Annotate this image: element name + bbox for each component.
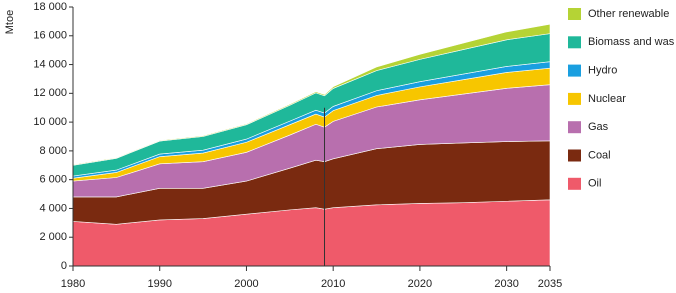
legend-label: Oil bbox=[588, 178, 601, 190]
x-tick-label: 2010 bbox=[321, 278, 345, 290]
legend-swatch bbox=[568, 36, 581, 49]
x-tick-label: 2030 bbox=[494, 278, 518, 290]
y-tick-label: 18 000 bbox=[33, 1, 67, 13]
x-tick-label: 2020 bbox=[408, 278, 432, 290]
y-tick-label: 4 000 bbox=[39, 202, 67, 214]
legend-label: Nuclear bbox=[588, 93, 626, 105]
x-tick-label: 1990 bbox=[147, 278, 171, 290]
legend-swatch bbox=[568, 92, 581, 105]
y-tick-label: 8 000 bbox=[39, 145, 67, 157]
legend-label: Coal bbox=[588, 149, 611, 161]
legend-swatch bbox=[568, 149, 581, 162]
area bbox=[72, 23, 551, 166]
legend-label: Gas bbox=[588, 121, 609, 133]
y-tick-label: 2 000 bbox=[39, 231, 67, 243]
y-tick-label: 10 000 bbox=[33, 116, 67, 128]
y-tick-label: 16 000 bbox=[33, 30, 67, 42]
legend-swatch bbox=[568, 121, 581, 134]
legend-label: Other renewable bbox=[588, 8, 669, 20]
y-tick-label: 12 000 bbox=[33, 87, 67, 99]
y-axis-label: Mtoe bbox=[4, 10, 16, 34]
legend-swatch bbox=[568, 8, 581, 20]
y-tick-label: 6 000 bbox=[39, 174, 67, 186]
x-tick-label: 2035 bbox=[538, 278, 562, 290]
y-tick-label: 14 000 bbox=[33, 58, 67, 70]
legend-label: Hydro bbox=[588, 65, 617, 77]
legend-swatch bbox=[568, 64, 581, 77]
x-tick-label: 1980 bbox=[61, 278, 85, 290]
legend-swatch bbox=[568, 177, 581, 190]
legend-label: Biomass and was bbox=[588, 36, 675, 48]
y-tick-label: 0 bbox=[61, 260, 67, 272]
x-tick-label: 2000 bbox=[234, 278, 258, 290]
